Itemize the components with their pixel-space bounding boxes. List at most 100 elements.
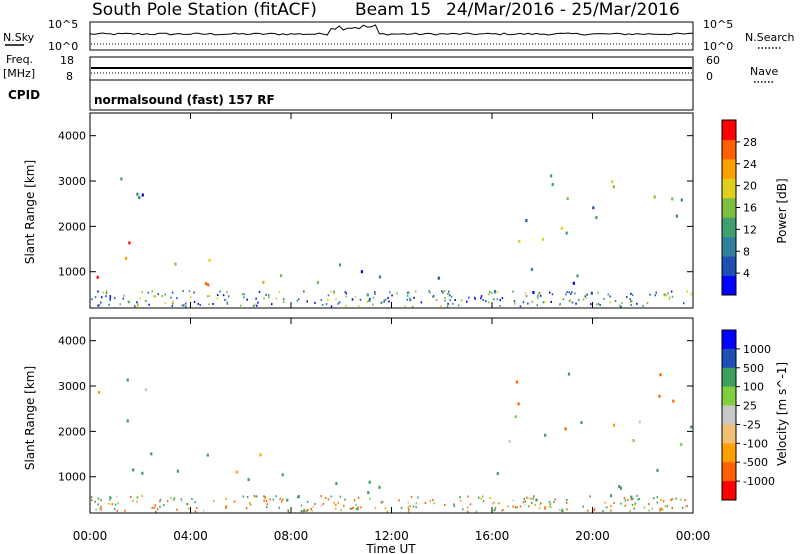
speckle-cell <box>303 290 305 293</box>
range-cell <box>360 270 363 274</box>
velocity-x-ticks <box>89 318 694 513</box>
speckle-cell <box>446 305 449 308</box>
speckle-cell <box>330 495 333 498</box>
range-cell <box>262 280 265 284</box>
n-search-label: N.Search <box>745 31 795 44</box>
speckle-cell <box>172 498 175 501</box>
speckle-cell <box>171 291 174 294</box>
range-cell <box>525 219 528 223</box>
range-cell <box>125 256 128 260</box>
speckle-cell <box>282 298 285 301</box>
speckle-cell <box>90 496 93 499</box>
speckle-cell <box>95 508 97 511</box>
speckle-cell <box>306 300 308 303</box>
y-tick-label: 3000 <box>58 380 86 393</box>
speckle-cell <box>279 497 281 500</box>
speckle-cell <box>586 509 589 512</box>
range-cell <box>138 196 141 200</box>
speckle-cell <box>668 297 671 300</box>
x-tick-label: 00:00 <box>676 529 711 543</box>
speckle-cell <box>569 299 572 302</box>
speckle-cell <box>137 303 139 306</box>
speckle-cell <box>684 505 686 508</box>
speckle-cell <box>116 509 118 512</box>
speckle-cell <box>136 305 139 307</box>
range-cell <box>611 180 614 184</box>
speckle-cell <box>429 291 431 294</box>
speckle-cell <box>265 293 267 296</box>
range-cell <box>595 216 598 220</box>
speckle-cell <box>100 507 102 510</box>
speckle-cell <box>614 300 617 302</box>
y-tick-label: 4000 <box>58 130 86 143</box>
range-cell <box>120 177 123 181</box>
cpid-label: CPID <box>8 88 40 102</box>
speckle-cell <box>242 293 244 296</box>
speckle-cell <box>655 291 657 294</box>
speckle-cell <box>109 297 111 300</box>
speckle-cell <box>429 500 431 503</box>
speckle-cell <box>408 297 411 300</box>
speckle-cell <box>263 297 265 300</box>
speckle-cell <box>264 497 266 499</box>
speckle-cell <box>603 297 605 300</box>
range-cell <box>150 452 153 456</box>
speckle-cell <box>369 297 371 300</box>
speckle-cell <box>339 495 342 498</box>
speckle-cell <box>271 303 273 306</box>
speckle-cell <box>116 495 118 498</box>
x-tick-label: 20:00 <box>575 529 610 543</box>
speckle-cell <box>530 497 532 500</box>
speckle-cell <box>194 501 196 504</box>
speckle-cell <box>360 506 362 509</box>
speckle-cell <box>550 301 552 303</box>
speckle-cell <box>253 494 256 497</box>
velocity-colorbar-tick-label: -1000 <box>743 475 775 488</box>
speckle-cell <box>571 301 574 304</box>
speckle-cell <box>642 304 644 307</box>
range-cell <box>508 440 511 443</box>
speckle-cell <box>562 510 564 513</box>
speckle-cell <box>333 290 335 293</box>
speckle-cell <box>613 502 615 504</box>
speckle-cell <box>100 509 103 512</box>
speckle-cell <box>444 297 446 299</box>
speckle-cell <box>252 305 255 308</box>
range-cell <box>517 402 520 406</box>
speckle-cell <box>153 506 156 509</box>
range-cell <box>126 378 129 382</box>
speckle-cell <box>609 295 611 298</box>
speckle-cell <box>386 510 389 513</box>
range-cell <box>378 485 381 489</box>
y-tick-label: 2000 <box>58 220 86 233</box>
speckle-cell <box>638 497 641 500</box>
speckle-cell <box>154 504 156 507</box>
speckle-cell <box>519 505 522 508</box>
speckle-cell <box>507 505 509 508</box>
power-panel: 1000 2000 3000 4000 Slant Range [km] <box>23 112 694 309</box>
speckle-cell <box>413 296 415 299</box>
range-cell <box>675 214 678 218</box>
speckle-cell <box>186 503 188 505</box>
speckle-cell <box>630 498 633 501</box>
speckle-cell <box>253 303 256 306</box>
speckle-cell <box>100 301 102 304</box>
speckle-cell <box>670 290 673 293</box>
speckle-cell <box>398 499 400 502</box>
range-cell <box>126 419 129 423</box>
cpid-panel <box>89 79 694 111</box>
speckle-cell <box>488 293 490 296</box>
x-tick-labels: 00:00 04:00 08:00 12:00 16:00 20:00 00:00 <box>73 529 711 543</box>
speckle-cell <box>475 510 478 513</box>
speckle-cell <box>466 300 468 303</box>
speckle-cell <box>447 293 449 295</box>
speckle-cell <box>148 303 150 306</box>
speckle-cell <box>514 506 517 509</box>
speckle-cell <box>257 301 259 304</box>
speckle-cell <box>630 300 633 303</box>
power-colorbar-swatch <box>722 197 736 218</box>
speckle-cell <box>159 505 161 508</box>
speckle-cell <box>320 299 323 301</box>
speckle-cell <box>327 498 330 501</box>
speckle-cell <box>596 303 598 306</box>
